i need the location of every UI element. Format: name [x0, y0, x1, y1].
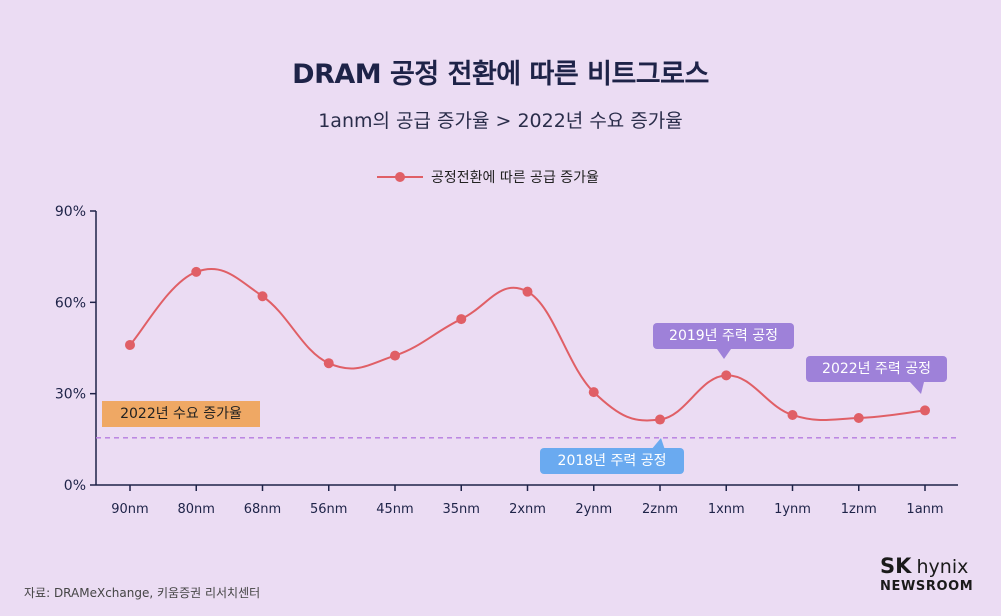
data-point	[125, 339, 135, 350]
x-tick-label: 35nm	[443, 502, 480, 517]
tag-2018-main-process: 2018년 주력 공정	[540, 448, 684, 474]
demand-growth-label: 2022년 수요 증가율	[102, 401, 260, 427]
data-point	[920, 405, 930, 416]
data-point	[655, 414, 665, 425]
data-point	[522, 286, 533, 297]
data-point	[191, 266, 202, 277]
data-point	[456, 314, 467, 325]
x-tick-label: 68nm	[244, 502, 281, 517]
x-tick-label: 2ynm	[575, 502, 612, 517]
tag-2022-text: 2022년 주력 공정	[822, 361, 931, 377]
y-tick-label: 60%	[55, 295, 86, 311]
x-tick-label: 2znm	[642, 502, 678, 517]
source-note: 자료: DRAMeXchange, 키움증권 리서치센터	[24, 586, 261, 600]
data-point	[323, 358, 334, 369]
x-tick-label: 45nm	[376, 502, 413, 517]
legend-label: 공정전환에 따른 공급 증가율	[431, 170, 599, 186]
legend: 공정전환에 따른 공급 증가율	[377, 166, 599, 188]
data-point	[588, 387, 599, 398]
x-tick-label: 1znm	[841, 502, 877, 517]
chart-subtitle: 1anm의 공급 증가율 > 2022년 수요 증가율	[318, 110, 683, 132]
tag-2019-pointer-icon	[717, 349, 731, 359]
tag-2018-text: 2018년 주력 공정	[557, 453, 667, 469]
tag-2022-main-process: 2022년 주력 공정	[806, 356, 947, 382]
data-point	[853, 413, 864, 424]
x-tick-label: 1ynm	[774, 502, 811, 517]
chart-title: DRAM 공정 전환에 따른 비트그로스	[292, 59, 709, 90]
tag-2019-text: 2019년 주력 공정	[669, 328, 778, 344]
tag-2018-pointer-icon	[651, 438, 665, 450]
y-tick-label: 30%	[55, 387, 86, 403]
x-tick-label: 1anm	[906, 502, 943, 517]
tag-2019-main-process: 2019년 주력 공정	[653, 323, 794, 349]
data-point	[257, 291, 268, 302]
x-tick-label: 80nm	[178, 502, 215, 517]
x-tick-label: 90nm	[111, 502, 148, 517]
data-point	[721, 370, 732, 381]
y-tick-label: 90%	[55, 204, 86, 220]
x-tick-label: 1xnm	[708, 502, 745, 517]
data-point	[390, 350, 400, 361]
tag-2022-pointer-icon	[910, 382, 924, 394]
legend-marker-icon	[377, 172, 423, 182]
sk-hynix-newsroom-logo: SK hynix NEWSROOM	[880, 554, 974, 594]
x-tick-label: 56nm	[310, 502, 347, 517]
y-tick-label: 0%	[64, 478, 86, 494]
data-point	[787, 409, 798, 420]
x-tick-label: 2xnm	[509, 502, 546, 517]
